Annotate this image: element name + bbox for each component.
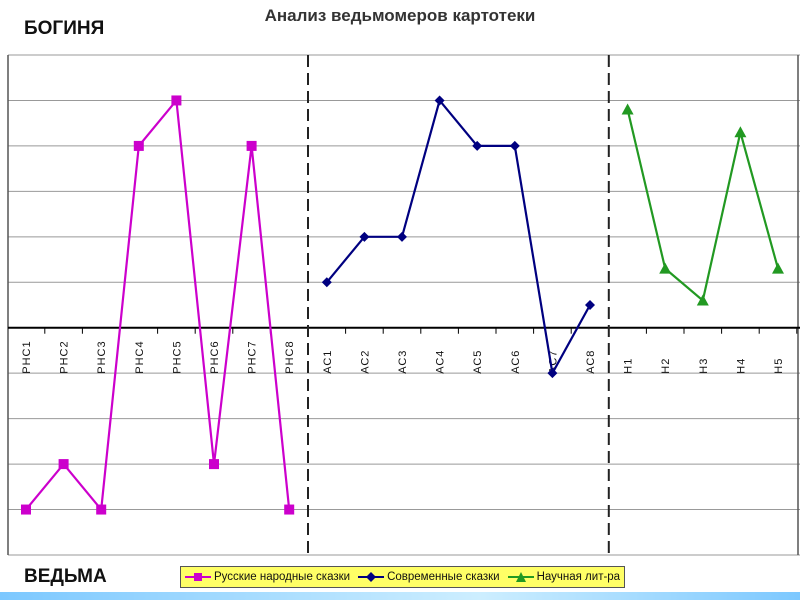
x-tick-label: АС4 [435, 350, 447, 374]
legend-item: Современные сказки [358, 571, 500, 583]
data-point [96, 504, 107, 515]
x-tick-label: РНС3 [96, 340, 108, 373]
x-tick-label: Н2 [660, 358, 672, 374]
x-tick-label: Н1 [623, 358, 635, 374]
x-tick-label: РНС6 [209, 340, 221, 373]
x-tick-label: Н3 [698, 358, 710, 374]
data-point [696, 294, 709, 306]
series-line [25, 97, 291, 513]
data-point [434, 95, 445, 106]
legend-swatch-icon [358, 572, 385, 582]
x-tick-label: АС6 [510, 350, 522, 374]
legend-swatch-icon [507, 572, 534, 582]
data-point [171, 95, 182, 106]
x-tick-label: РНС4 [134, 340, 146, 373]
legend-label: Научная лит-ра [536, 571, 621, 583]
data-point [585, 300, 595, 310]
legend-item: Научная лит-ра [507, 571, 621, 583]
x-tick-label: РНС2 [59, 340, 71, 373]
chart-title: Анализ ведьмомеров картотеки [264, 6, 536, 25]
series-line [626, 109, 780, 303]
data-point [547, 368, 558, 379]
x-tick-label: РНС7 [247, 340, 259, 373]
data-point [209, 459, 219, 470]
data-point [397, 231, 407, 242]
bottom-axis-label: ВЕДЬМА [24, 566, 107, 587]
x-tick-label: Н5 [773, 358, 785, 374]
x-tick-label: РНС1 [21, 340, 33, 373]
chart-legend: Русские народные сказки Современные сказк… [180, 566, 626, 588]
x-tick-label: АС3 [397, 350, 409, 374]
legend-swatch-icon [185, 573, 211, 581]
data-point [659, 262, 672, 274]
series-line [325, 98, 591, 377]
legend-item: Русские народные сказки [185, 571, 350, 583]
legend-label: Современные сказки [387, 571, 500, 583]
data-point [21, 504, 31, 515]
frame-bottom-bar [0, 592, 800, 600]
data-point [472, 140, 483, 151]
top-axis-label: БОГИНЯ [24, 18, 105, 39]
x-tick-label: АС8 [585, 350, 597, 374]
x-tick-label: РНС5 [171, 340, 183, 373]
data-point [246, 140, 257, 151]
data-point [58, 459, 69, 470]
data-point [734, 126, 747, 138]
data-point [284, 504, 295, 515]
x-tick-label: Н4 [735, 358, 747, 374]
x-tick-label: РНС8 [284, 340, 296, 373]
data-point [772, 262, 784, 274]
data-point [133, 140, 144, 151]
data-point [321, 277, 332, 288]
data-point [359, 231, 370, 242]
data-point [509, 140, 520, 151]
x-tick-label: АС1 [322, 350, 334, 374]
data-point [621, 103, 634, 115]
x-tick-label: АС5 [472, 350, 484, 374]
legend-label: Русские народные сказки [214, 571, 351, 583]
x-tick-label: АС2 [359, 350, 371, 374]
